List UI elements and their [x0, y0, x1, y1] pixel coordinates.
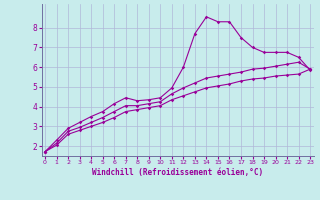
X-axis label: Windchill (Refroidissement éolien,°C): Windchill (Refroidissement éolien,°C) [92, 168, 263, 177]
